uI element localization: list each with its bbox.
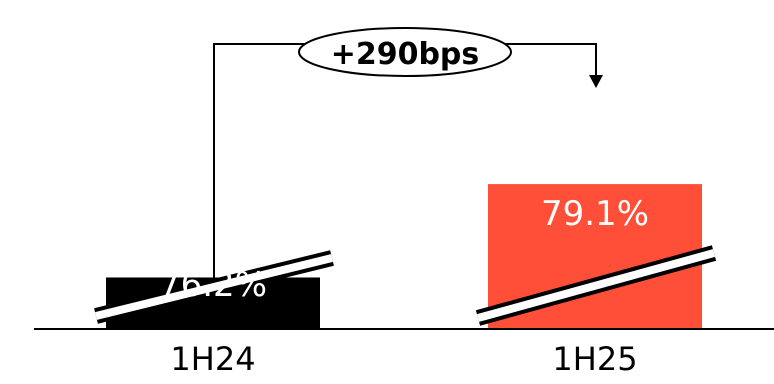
category-label-1h24: 1H24 [170, 340, 255, 378]
category-label-1h25: 1H25 [552, 340, 637, 378]
axis-break-band [95, 254, 333, 320]
annotation-arrowhead [589, 75, 603, 88]
annotation-label: +290bps [331, 37, 480, 72]
value-label-1h25: 79.1% [541, 194, 649, 234]
annotation-bubble [298, 27, 512, 77]
axis-break-band [476, 249, 716, 322]
